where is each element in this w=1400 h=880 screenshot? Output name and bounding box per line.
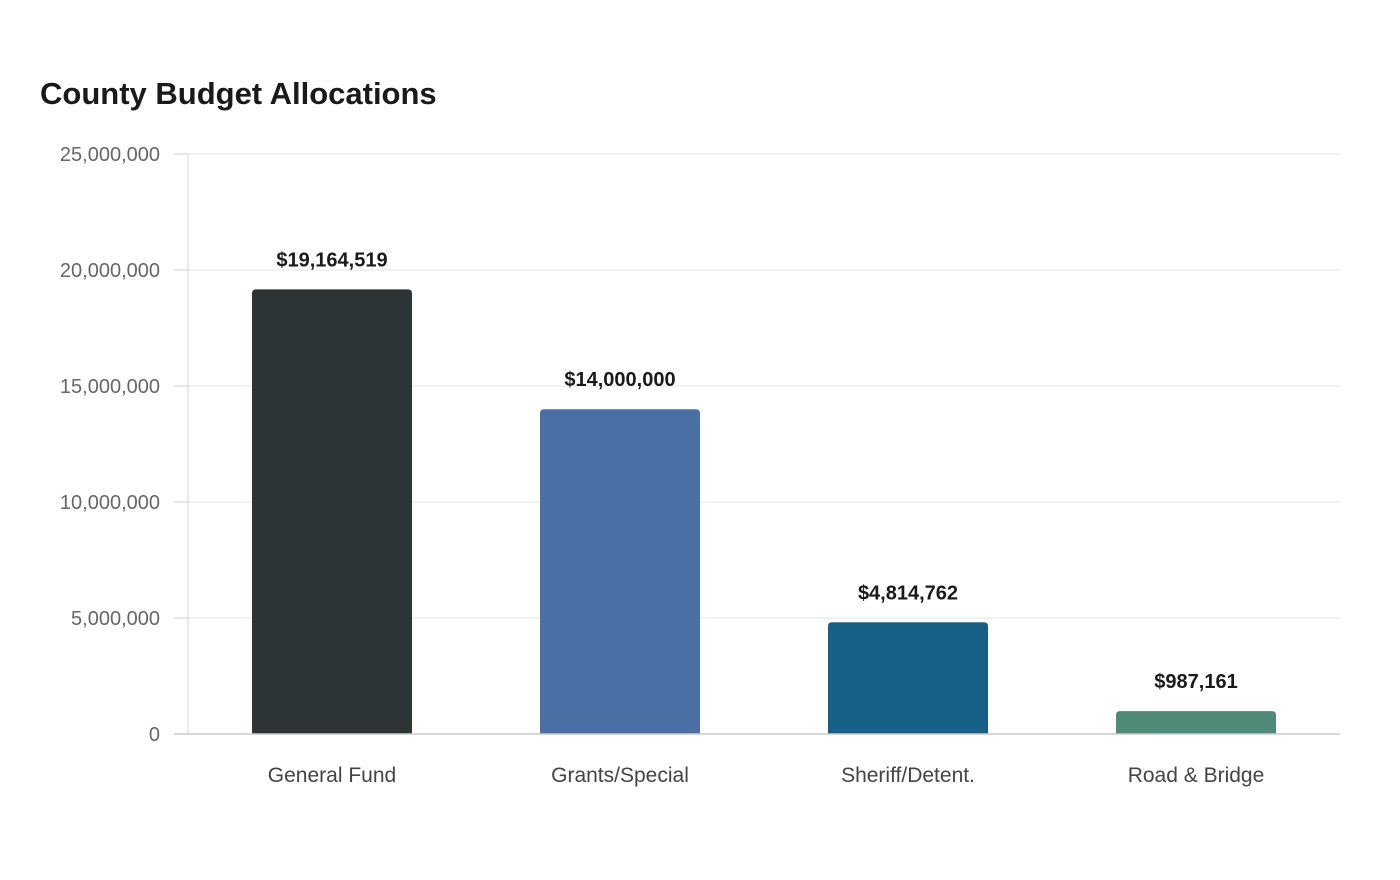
y-tick-label: 0: [149, 724, 160, 746]
bars: [252, 289, 1276, 734]
bar-sheriff-detent: [828, 622, 988, 734]
bar-grants-special: [540, 409, 700, 734]
x-tick-label: General Fund: [268, 764, 396, 787]
chart-title: County Budget Allocations: [40, 76, 437, 111]
y-tick-label: 15,000,000: [60, 376, 160, 398]
labels: 0 5,000,000 10,000,000 15,000,000 20,000,000…: [60, 144, 1340, 787]
x-tick-label: Road & Bridge: [1128, 764, 1265, 787]
x-tick-label: Grants/Special: [551, 764, 689, 787]
axes: [174, 153, 189, 735]
bar-road-bridge: [1116, 711, 1276, 734]
y-tick-label: 25,000,000: [60, 144, 160, 166]
bar-general-fund: [252, 289, 412, 734]
x-tick-label: Sheriff/Detent.: [841, 764, 975, 787]
data-label: $4,814,762: [858, 582, 958, 604]
y-tick-label: 5,000,000: [71, 608, 160, 630]
data-label: $987,161: [1154, 671, 1237, 693]
y-tick-label: 20,000,000: [60, 260, 160, 282]
data-label: $19,164,519: [276, 249, 387, 271]
data-label: $14,000,000: [564, 369, 675, 391]
y-tick-label: 10,000,000: [60, 492, 160, 514]
